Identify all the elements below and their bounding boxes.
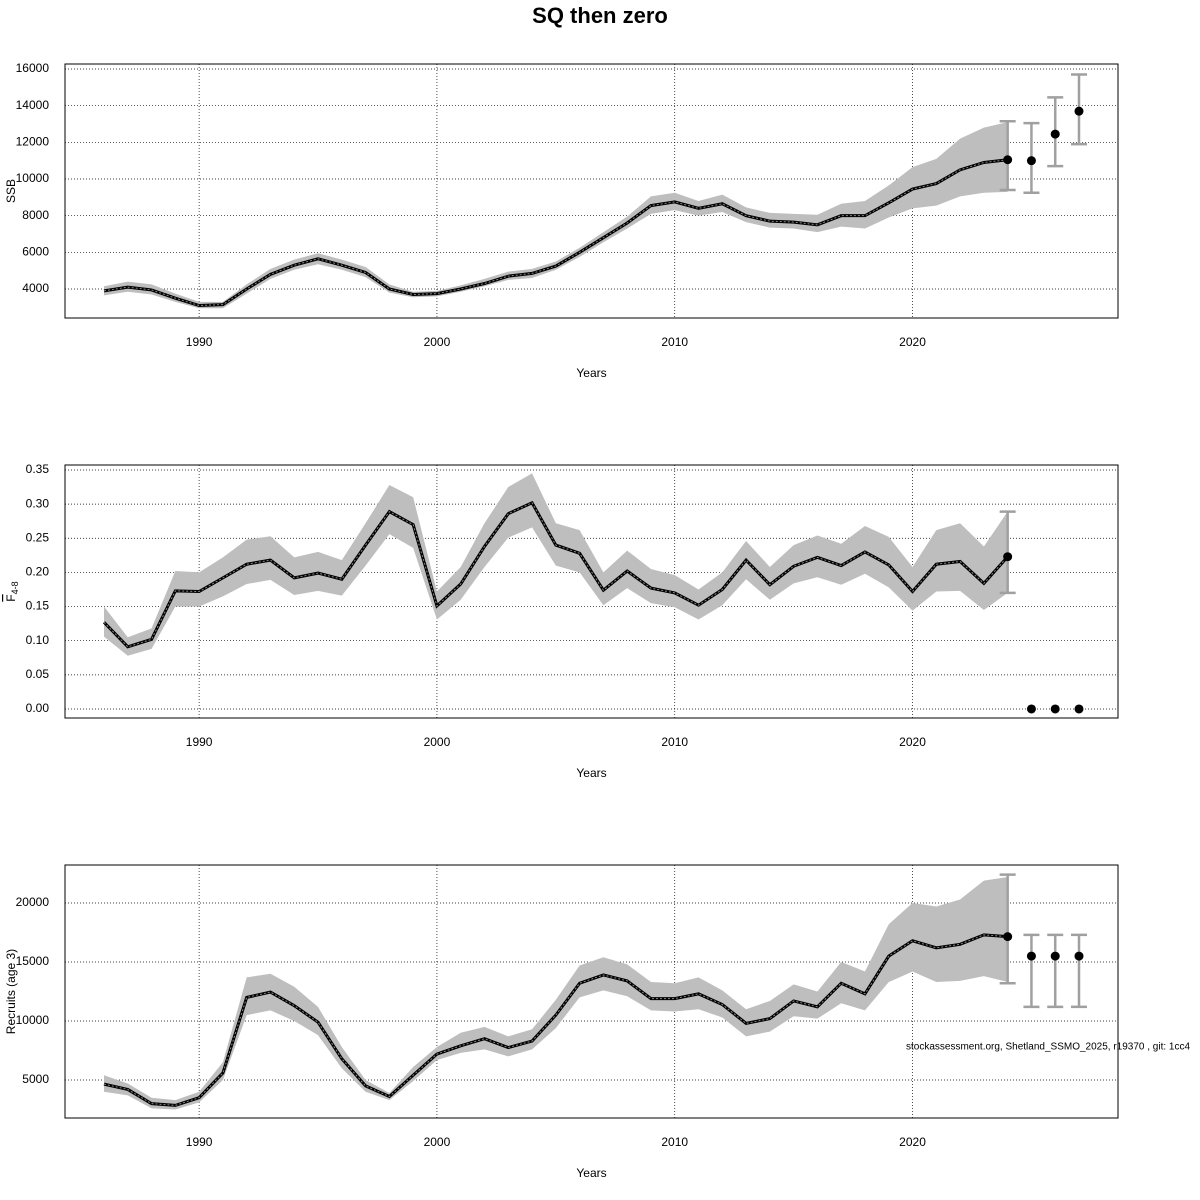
forecast-point [1050, 951, 1060, 961]
estimate-line-dash [103, 159, 1008, 306]
y-tick-label: 0.10 [26, 633, 50, 647]
x-tick-label: 1990 [186, 1135, 213, 1149]
y-axis-label-main: Recruits (age 3) [4, 949, 18, 1034]
y-tick-label: 10000 [16, 1013, 50, 1027]
y-tick-label: 12000 [16, 135, 50, 149]
forecast-point [1050, 129, 1060, 139]
y-tick-label: 5000 [22, 1072, 49, 1086]
y-tick-label: 16000 [16, 61, 50, 75]
x-tick-label: 2000 [424, 1135, 451, 1149]
y-tick-label: 0.20 [26, 565, 50, 579]
y-tick-label: 6000 [22, 245, 49, 259]
y-tick-label: 0.25 [26, 530, 50, 544]
x-axis-label: Years [576, 366, 606, 380]
forecast-point [1026, 704, 1036, 714]
confidence-band [104, 877, 1008, 1110]
forecast-point [1074, 106, 1084, 116]
estimate-line-dash [103, 934, 1008, 1106]
y-tick-label: 0.00 [26, 701, 50, 715]
y-tick-label: 20000 [16, 895, 50, 909]
plot-frame [64, 464, 1119, 719]
x-tick-label: 1990 [186, 335, 213, 349]
y-axis-label: SSB [4, 179, 18, 203]
confidence-band [104, 473, 1008, 656]
y-tick-label: 0.15 [26, 599, 50, 613]
forecast-point [1026, 156, 1036, 166]
plot-frame [64, 864, 1119, 1119]
footnote: stockassessment.org, Shetland_SSMO_2025,… [906, 1042, 1190, 1053]
y-tick-label: 0.30 [26, 496, 50, 510]
forecast-point [1074, 951, 1084, 961]
x-tick-label: 2010 [661, 1135, 688, 1149]
forecast-point [1050, 704, 1060, 714]
x-tick-label: 2010 [661, 735, 688, 749]
plot-frame [64, 63, 1119, 319]
y-tick-label: 8000 [22, 208, 49, 222]
confidence-band [104, 122, 1008, 309]
x-tick-label: 2000 [424, 335, 451, 349]
x-tick-label: 2020 [899, 1135, 926, 1149]
estimate-line [103, 158, 1008, 308]
chart-title: SQ then zero [532, 3, 668, 28]
x-axis-label: Years [576, 1166, 606, 1180]
x-tick-label: 1990 [186, 735, 213, 749]
forecast-point [1026, 951, 1036, 961]
y-tick-label: 14000 [16, 98, 50, 112]
y-axis-label: Recruits (age 3) [4, 949, 18, 1034]
x-tick-label: 2020 [899, 735, 926, 749]
x-tick-label: 2020 [899, 335, 926, 349]
y-axis-label: F4-8 [4, 581, 20, 601]
y-tick-label: 0.35 [26, 462, 50, 476]
forecast-point [1003, 932, 1013, 942]
estimate-line-dash [103, 502, 1009, 648]
x-axis-label: Years [576, 766, 606, 780]
forecast-point [1074, 704, 1084, 714]
forecast-point [1003, 155, 1013, 165]
y-tick-label: 15000 [16, 954, 50, 968]
y-axis-label-main: SSB [4, 179, 18, 203]
forecast-point [1003, 552, 1013, 562]
y-axis-label-main: F [4, 594, 18, 601]
y-axis-label-sub: 4-8 [10, 581, 20, 594]
y-tick-label: 10000 [16, 171, 50, 185]
y-tick-label: 4000 [22, 281, 49, 295]
y-tick-label: 0.05 [26, 667, 50, 681]
x-tick-label: 2010 [661, 335, 688, 349]
x-tick-label: 2000 [424, 735, 451, 749]
